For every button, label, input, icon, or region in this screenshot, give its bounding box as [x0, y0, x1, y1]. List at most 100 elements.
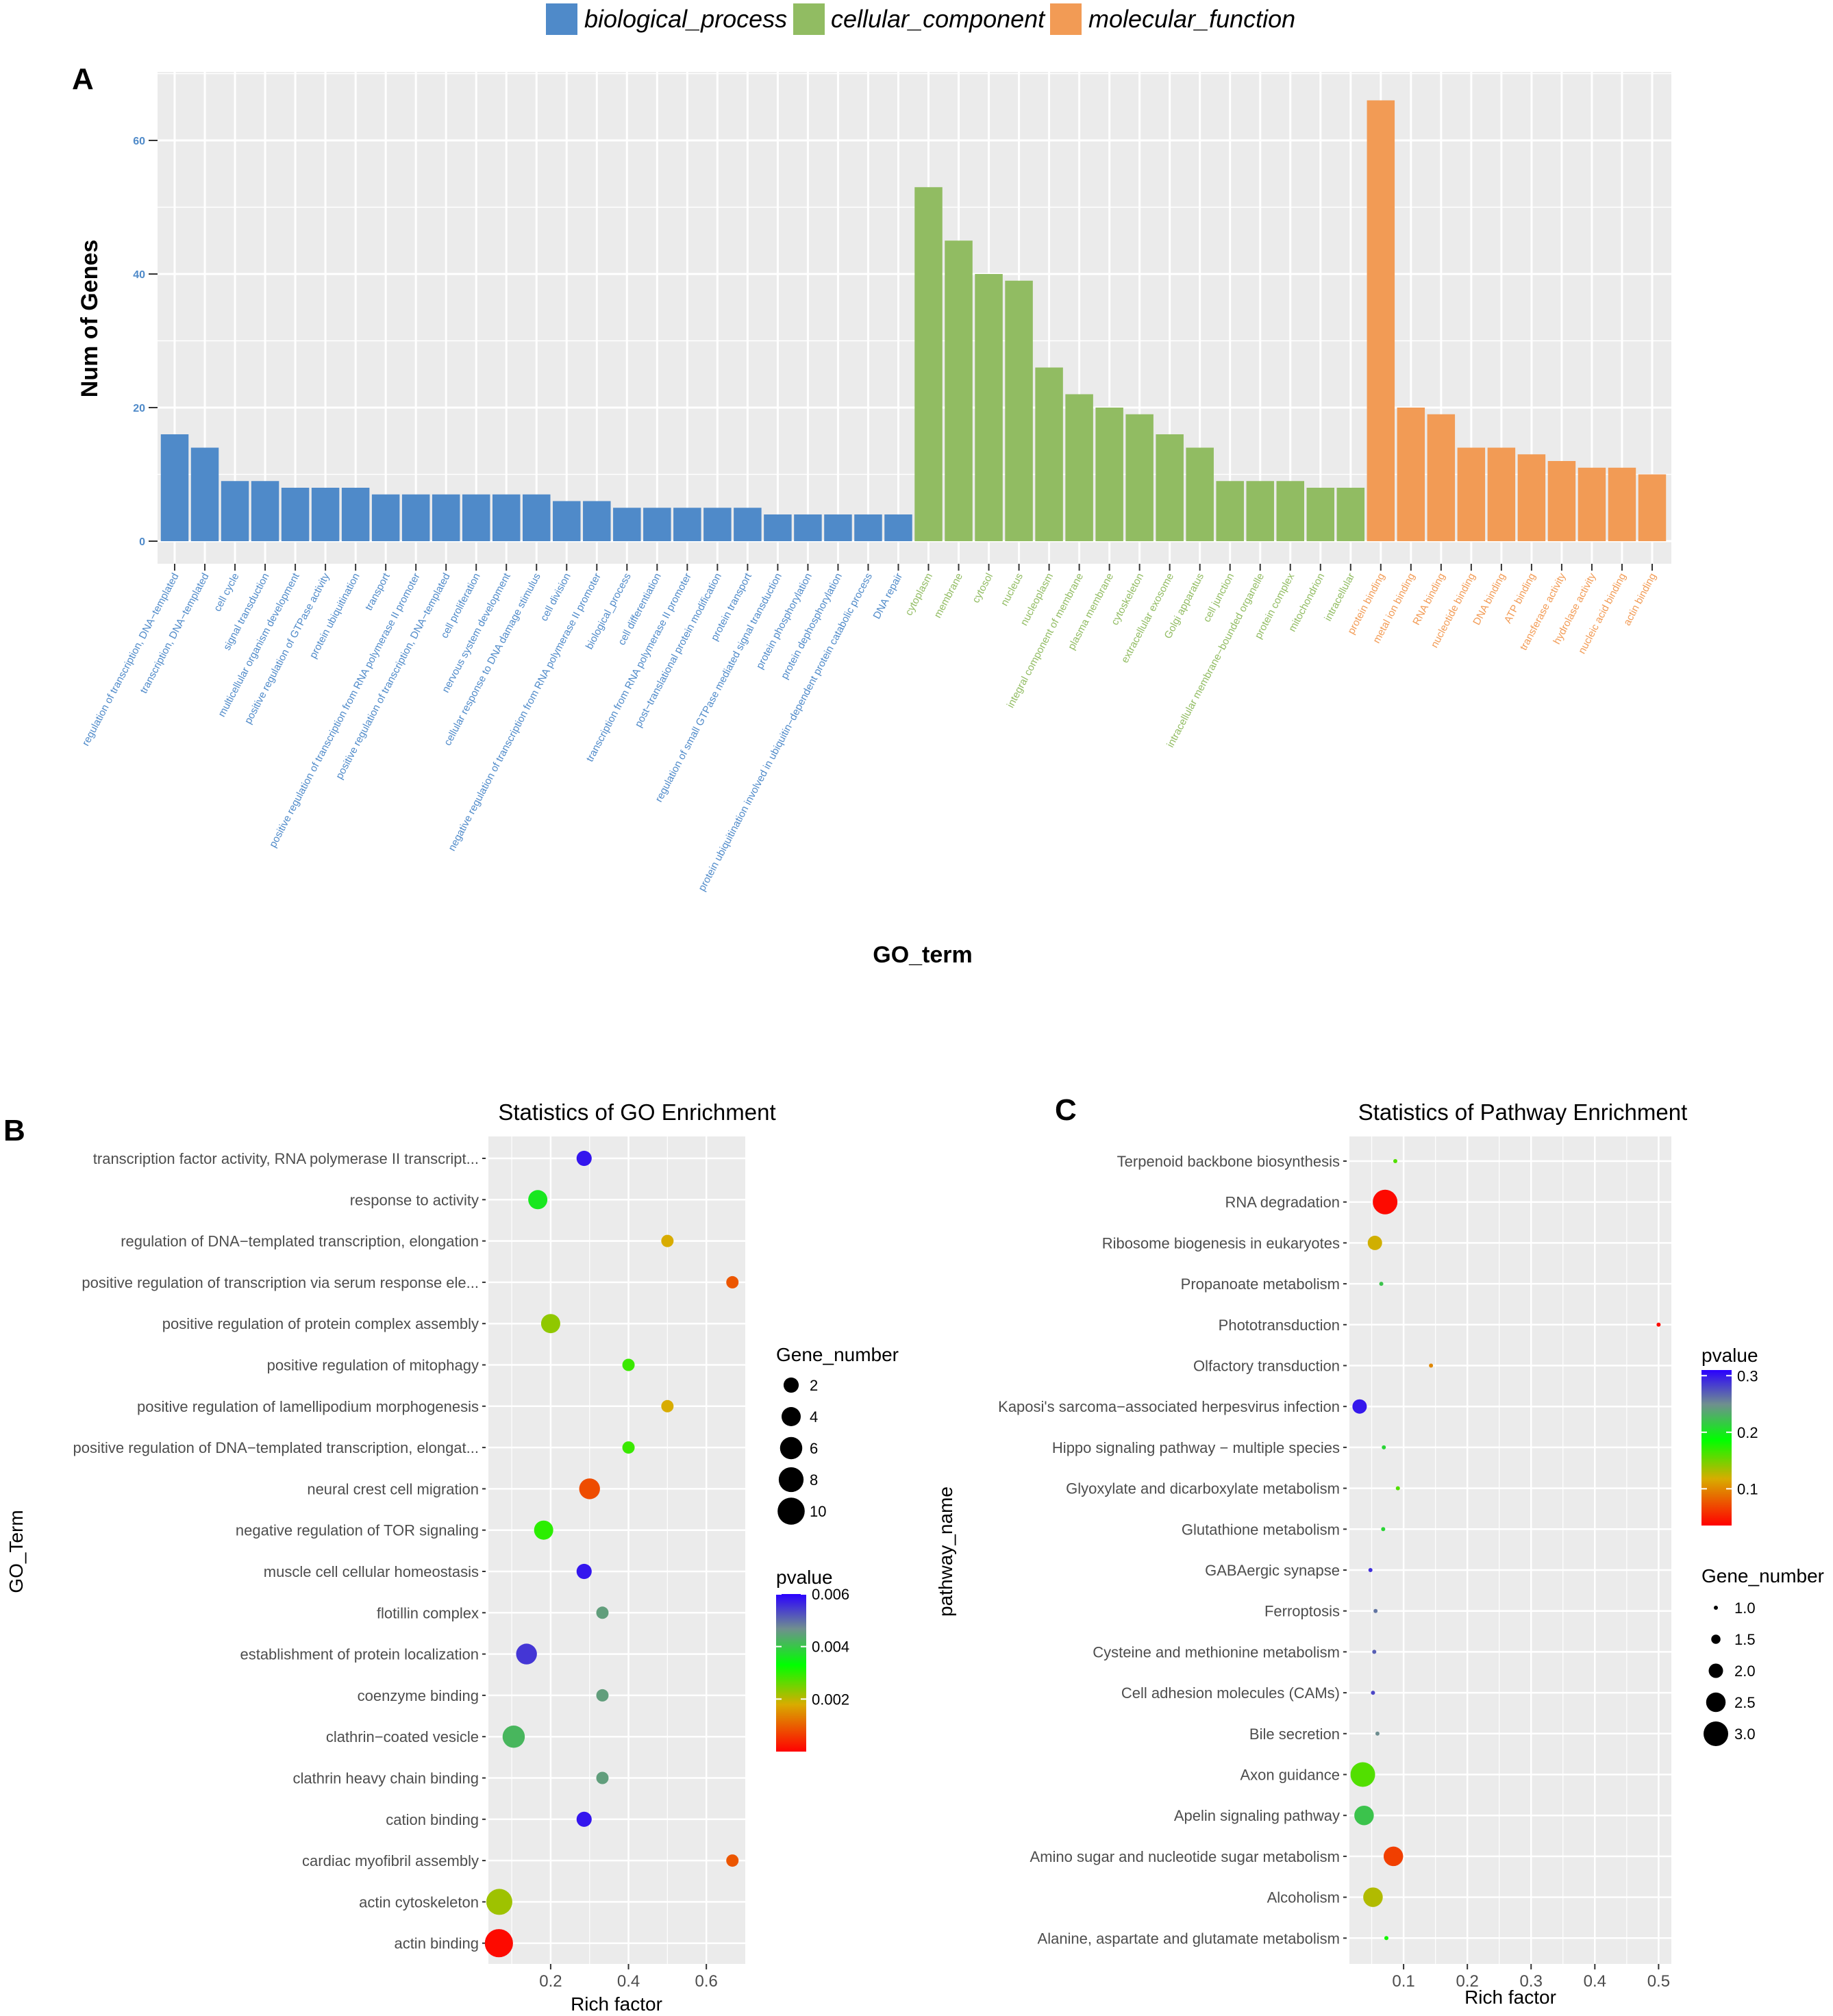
panel-a-x-axis-title: GO_term	[873, 942, 973, 968]
panel-a-bars	[160, 100, 1667, 541]
c-label-hippo-signaling-pathway-multiple-species: Hippo signaling pathway − multiple speci…	[1052, 1439, 1340, 1456]
b-point-actin-binding	[484, 1929, 513, 1958]
c-point-axon-guidance	[1350, 1762, 1375, 1787]
c-point-hippo-signaling-pathway-multiple-species	[1382, 1445, 1386, 1449]
panel-b-size-legend: Gene_number 2 4 6 8 10	[776, 1344, 899, 1525]
b-label-positive-regulation-of-mitophagy: positive regulation of mitophagy	[267, 1357, 479, 1374]
bar-protein-ubiquitination	[341, 488, 370, 541]
b-point-response-to-activity	[528, 1190, 548, 1210]
bar-rna-binding	[1427, 414, 1456, 541]
bar-cell-division	[553, 501, 581, 541]
bar-transcription-dna-templated	[190, 447, 219, 541]
a-x-label-cell-junction: cell junction	[1201, 571, 1236, 624]
c-label-olfactory-transduction: Olfactory transduction	[1193, 1358, 1340, 1375]
c-point-cell-adhesion-molecules-cams	[1371, 1691, 1375, 1695]
c-point-propanoate-metabolism	[1379, 1282, 1384, 1286]
c-point-olfactory-transduction	[1429, 1363, 1434, 1368]
b-label-establishment-of-protein-localization: establishment of protein localization	[240, 1646, 479, 1663]
panel-b-size-legend-title: Gene_number	[776, 1344, 899, 1365]
bar-cytoplasm	[914, 187, 943, 541]
bar-nervous-system-development	[492, 494, 521, 541]
b-label-negative-regulation-of-tor-signaling: negative regulation of TOR signaling	[236, 1522, 479, 1539]
legend-swatch-biological-process	[546, 3, 577, 35]
c-size-legend-dot	[1706, 1692, 1726, 1713]
bar-cytoskeleton	[1125, 414, 1154, 541]
c-point-cysteine-and-methionine-metabolism	[1372, 1650, 1377, 1654]
c-size-legend-label: 1.0	[1734, 1600, 1756, 1617]
c-point-bile-secretion	[1375, 1731, 1380, 1736]
a-x-label-nucleus: nucleus	[999, 571, 1025, 608]
b-label-coenzyme-binding: coenzyme binding	[358, 1687, 479, 1704]
panel-b-title: Statistics of GO Enrichment	[498, 1099, 775, 1125]
c-label-apelin-signaling-pathway: Apelin signaling pathway	[1174, 1807, 1340, 1824]
bar-nucleotide-binding	[1457, 447, 1486, 541]
a-y-tick-label: 40	[133, 269, 145, 281]
c-label-rna-degradation: RNA degradation	[1225, 1194, 1340, 1211]
legend-swatch-cellular-component	[793, 3, 825, 35]
c-label-axon-guidance: Axon guidance	[1240, 1767, 1340, 1784]
c-point-glutathione-metabolism	[1381, 1527, 1386, 1532]
b-point-positive-regulation-of-dna-templated-transcription-elongat	[622, 1441, 635, 1454]
c-label-ribosome-biogenesis-in-eukaryotes: Ribosome biogenesis in eukaryotes	[1102, 1234, 1340, 1252]
a-x-label-intracellular: intracellular	[1322, 571, 1357, 623]
b-point-clathrin-heavy-chain-binding	[596, 1771, 609, 1784]
panel-c-letter: C	[1055, 1093, 1077, 1127]
panel-b-letter: B	[3, 1114, 25, 1147]
b-size-legend-dot	[782, 1407, 801, 1426]
panel-c-plot-background	[1349, 1136, 1671, 1964]
b-point-flotillin-complex	[596, 1606, 609, 1619]
bar-dna-binding	[1487, 447, 1516, 541]
a-x-label-cytosol: cytosol	[970, 571, 995, 605]
bar-cytosol	[975, 274, 1003, 541]
c-point-apelin-signaling-pathway	[1354, 1805, 1374, 1826]
panel-c-title: Statistics of Pathway Enrichment	[1358, 1099, 1688, 1125]
panel-a: A 0 20 40 60 regulation of transcription, D…	[72, 62, 1671, 968]
panel-b-y-axis-title: GO_Term	[5, 1510, 27, 1593]
bar-membrane	[945, 240, 973, 541]
bar-golgi-apparatus	[1186, 447, 1214, 541]
b-size-legend-dot	[780, 1436, 803, 1460]
b-point-transcription-factor-activity-rna-polymerase-ii-transcript	[576, 1150, 592, 1167]
b-label-cardiac-myofibril-assembly: cardiac myofibril assembly	[302, 1852, 479, 1869]
bar-cellular-response-to-dna-damage-stimulus	[523, 494, 551, 541]
panel-c-gridlines	[1347, 1136, 1674, 1964]
bar-post-translational-protein-modification	[703, 508, 732, 541]
a-x-label-cell-cycle: cell cycle	[212, 571, 242, 614]
b-size-legend-dot	[777, 1497, 805, 1525]
b-color-tick-label: 0.004	[812, 1639, 849, 1656]
c-size-legend-dot	[1714, 1606, 1718, 1610]
c-size-legend-label: 2.0	[1734, 1663, 1756, 1680]
bar-signal-transduction	[251, 481, 279, 541]
bar-hydrolase-activity	[1578, 467, 1606, 541]
c-x-tick-label: 0.4	[1584, 1972, 1606, 1991]
c-size-legend-label: 3.0	[1734, 1726, 1756, 1743]
c-label-bile-secretion: Bile secretion	[1249, 1726, 1340, 1743]
c-color-tick-label: 0.1	[1737, 1480, 1758, 1497]
c-size-legend-dot	[1711, 1634, 1721, 1644]
bar-protein-phosphorylation	[794, 514, 822, 541]
b-label-positive-regulation-of-lamellipodium-morphogenesis: positive regulation of lamellipodium mor…	[137, 1398, 479, 1415]
panel-a-y-axis-title: Num of Genes	[77, 240, 103, 397]
c-label-cysteine-and-methionine-metabolism: Cysteine and methionine metabolism	[1093, 1643, 1340, 1660]
legend-label-molecular-function: molecular_function	[1088, 5, 1295, 33]
c-label-phototransduction: Phototransduction	[1219, 1317, 1340, 1334]
panel-b-color-bar	[776, 1594, 806, 1752]
panel-b-color-legend-title: pvalue	[776, 1567, 833, 1588]
b-point-positive-regulation-of-lamellipodium-morphogenesis	[661, 1399, 674, 1413]
b-size-legend-dot	[783, 1377, 799, 1393]
bar-cell-junction	[1216, 481, 1244, 541]
bar-biological-process	[613, 508, 641, 541]
bar-regulation-of-transcription-dna-templated	[160, 434, 189, 541]
c-color-tick-label: 0.2	[1737, 1424, 1758, 1441]
b-point-actin-cytoskeleton	[486, 1889, 512, 1915]
bar-transcription-from-rna-polymerase-ii-promoter	[673, 508, 701, 541]
c-x-tick-label: 0.2	[1456, 1972, 1478, 1991]
b-x-tick-label: 0.2	[539, 1972, 562, 1991]
panel-c-size-legend: Gene_number 1.0 1.5 2.0 2.5 3.0	[1701, 1565, 1824, 1746]
panel-b-color-legend: pvalue 0.002 0.004 0.006	[776, 1567, 849, 1752]
c-size-legend-label: 1.5	[1734, 1631, 1756, 1648]
panel-a-letter: A	[72, 62, 94, 96]
panel-c-x-ticks: 0.1 0.2 0.3 0.4 0.5	[1392, 1964, 1670, 1991]
c-label-ferroptosis: Ferroptosis	[1264, 1603, 1340, 1620]
b-point-positive-regulation-of-mitophagy	[622, 1358, 635, 1371]
